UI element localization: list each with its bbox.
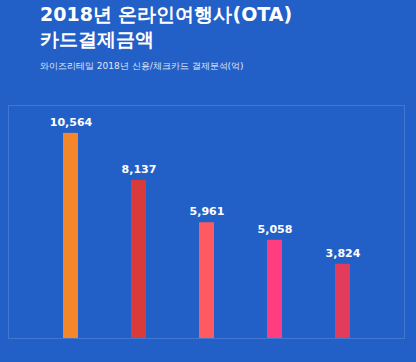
svg-text:5,058: 5,058: [258, 223, 293, 236]
svg-text:8,137: 8,137: [122, 163, 157, 176]
html-text:2018년 온라인여행사(OTA) 카드결제금액: 2018년 온라인여행사(OTA) 카드결제금액: [40, 3, 293, 50]
svg-text:5,961: 5,961: [190, 205, 225, 218]
svg-text:10,564: 10,564: [50, 116, 93, 129]
html-text:와이즈리테일 2018년 신용/체크카드 결제분석(억): 와이즈리테일 2018년 신용/체크카드 결제분석(억): [40, 61, 244, 71]
svg-text:3,824: 3,824: [326, 247, 361, 260]
